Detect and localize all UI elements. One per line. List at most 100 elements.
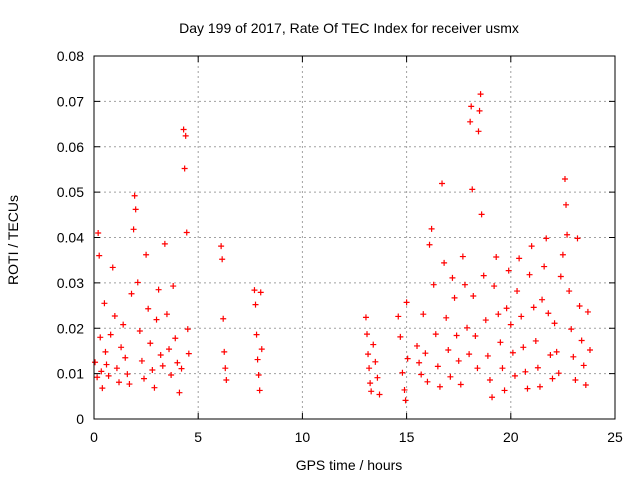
data-point [469,186,476,193]
data-point [138,357,145,364]
y-tick-label: 0.01 [57,366,84,382]
data-point [92,359,99,366]
data-point [586,347,593,354]
data-point [102,348,109,355]
data-point [218,243,225,250]
data-point [118,344,125,351]
data-point [563,201,570,208]
data-point [434,363,441,370]
data-point [134,279,141,286]
data-point [447,373,454,380]
data-point [101,300,108,307]
data-point [568,326,575,333]
data-point [553,348,560,355]
data-point [132,206,139,213]
data-point [422,350,429,357]
data-point [182,132,189,139]
data-point [141,375,148,382]
data-point [441,259,448,266]
data-point [126,381,133,388]
y-tick-label: 0.07 [57,93,84,109]
data-point [436,383,443,390]
data-point [147,340,154,347]
axis-ticks: 0 5 10 15 20 25 0 0.01 0.02 0.03 0.04 0.05 0.06 0.07 0… [57,48,623,445]
y-axis-title: ROTI / TECUs [5,195,21,285]
data-point [223,376,230,383]
data-point [168,371,175,378]
data-point [105,372,112,379]
data-points [92,91,593,404]
data-point [522,368,529,375]
data-point [464,324,471,331]
data-point [178,365,185,372]
data-point [97,334,104,341]
data-point [499,365,506,372]
data-point [474,365,481,372]
data-point [555,370,562,377]
data-point [161,240,168,247]
data-point [172,335,179,342]
data-point [183,229,190,236]
data-point [564,231,571,238]
data-point [524,385,531,392]
y-tick-label: 0.03 [57,275,84,291]
data-point [370,341,377,348]
data-point [220,315,227,322]
data-point [253,331,260,338]
data-point [113,365,120,372]
data-point [472,332,479,339]
data-point [136,327,143,334]
data-point [547,352,554,359]
x-tick-label: 0 [90,429,98,445]
data-point [497,339,504,346]
data-point [486,376,493,383]
x-tick-label: 10 [295,429,311,445]
grid-lines [94,56,615,419]
data-point [157,352,164,359]
data-point [170,283,177,290]
x-tick-label: 15 [399,429,415,445]
data-point [572,376,579,383]
data-point [151,384,158,391]
data-point [255,371,262,378]
data-point [491,283,498,290]
data-point [159,362,166,369]
data-point [530,304,537,311]
data-point [364,331,371,338]
data-point [480,272,487,279]
data-point [103,361,110,368]
data-point [476,107,483,114]
data-point [467,118,474,125]
data-point [455,357,462,364]
data-point [181,165,188,172]
data-point [557,273,564,280]
data-point [131,192,138,199]
data-point [414,342,421,349]
data-point [130,226,137,233]
data-point [258,346,265,353]
data-point [221,348,228,355]
data-point [439,180,446,187]
data-point [493,254,500,261]
data-point [559,251,566,258]
data-point [580,362,587,369]
data-point [539,296,546,303]
data-point [507,321,514,328]
data-point [432,331,439,338]
data-point [374,374,381,381]
data-point [505,267,512,274]
data-point [541,263,548,270]
data-point [166,346,173,353]
data-point [116,379,123,386]
data-point [399,369,406,376]
data-point [128,290,135,297]
data-point [372,358,379,365]
x-tick-label: 25 [607,429,623,445]
data-point [570,353,577,360]
y-tick-label: 0.02 [57,320,84,336]
data-point [443,314,450,321]
data-point [468,103,475,110]
x-tick-label: 20 [503,429,519,445]
data-point [549,375,556,382]
data-point [489,394,496,401]
